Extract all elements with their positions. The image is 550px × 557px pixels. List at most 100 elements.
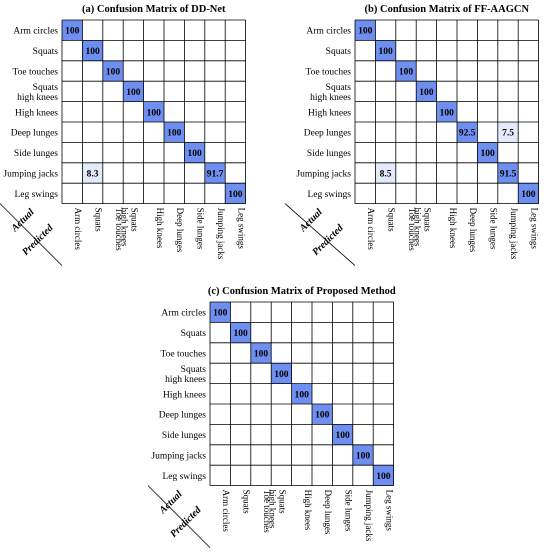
cell-value: 100 [65, 27, 80, 37]
actual-label: Actual [157, 489, 185, 517]
row-label-side-lunges: Side lunges [162, 431, 206, 441]
cell-value: 100 [187, 149, 202, 159]
cell-2-2 [250, 342, 272, 364]
cell-value: 100 [106, 68, 121, 78]
row-label-high-knees: High knees [163, 390, 206, 400]
row-label-squats: Squats [33, 47, 59, 57]
cell-0-0 [355, 20, 376, 41]
row-label-squats: Squats [326, 47, 352, 57]
cell-3-3 [416, 81, 437, 102]
cell-value: 100 [521, 190, 536, 200]
row-label-side-lunges: Side lunges [14, 149, 58, 159]
col-label-jumping-jacks: Jumping jacks [364, 490, 374, 542]
cell-value: 100 [295, 390, 310, 400]
row-label-jumping-jacks: Jumping jacks [151, 452, 206, 462]
actual-label: Actual [9, 207, 37, 235]
col-label-leg-swings: Leg swings [384, 490, 394, 532]
cell-7-1 [82, 162, 103, 184]
cell-value: 100 [126, 88, 141, 98]
col-label-toe-touches: Toe touches [407, 208, 417, 252]
cell-8-8 [225, 183, 246, 204]
col-label-squats: Squats [242, 490, 252, 515]
col-label-deep-lunges: Deep lunges [323, 490, 333, 535]
row-label-high-knees: High knees [15, 108, 58, 118]
cell-value: 100 [274, 370, 289, 380]
row-label-deep-lunges: Deep lunges [304, 129, 352, 139]
row-label-toe-touches: Toe touches [12, 68, 58, 78]
confusion-matrix-dd-net: (a) Confusion Matrix of DD-Net 100 100 100 1… [0, 0, 270, 275]
col-label-arm-circles: Arm circles [221, 490, 231, 533]
cell-value: 100 [233, 329, 248, 339]
cell-value: 100 [85, 47, 100, 57]
cell-value: 92.5 [459, 129, 476, 139]
col-label-side-lunges: Side lunges [489, 208, 499, 250]
cell-2-2 [102, 60, 124, 82]
corner-diagonal [284, 203, 356, 266]
row-label-squats: Squats [181, 329, 207, 339]
confusion-matrix-c-svg: (c) Confusion Matrix of Proposed Method 1… [147, 286, 396, 548]
col-label-squats-high-knees: Squatshigh knees [412, 208, 432, 247]
cell-value: 91.5 [500, 170, 517, 180]
cell-value: 100 [419, 88, 434, 98]
col-label-leg-swings: Leg swings [236, 208, 246, 250]
cell-0-0 [210, 302, 231, 323]
cell-value: 100 [440, 108, 455, 118]
cell-6-6 [184, 142, 205, 163]
cell-1-1 [82, 40, 103, 61]
cell-4-4 [143, 101, 164, 122]
col-label-toe-touches: Toe touches [262, 490, 272, 534]
cell-0-0 [62, 20, 83, 41]
row-label-squats-high-knees: Squats high knees [165, 365, 206, 385]
cell-value: 100 [399, 68, 414, 78]
col-label-side-lunges: Side lunges [196, 208, 206, 250]
cell-8-8 [518, 183, 539, 204]
cell-7-7 [352, 444, 374, 466]
col-label-deep-lunges: Deep lunges [468, 208, 478, 253]
col-label-arm-circles: Arm circles [73, 208, 83, 251]
col-label-leg-swings: Leg swings [529, 208, 539, 250]
cell-value: 100 [213, 309, 228, 319]
col-label-high-knees: High knees [155, 208, 165, 249]
cell-value: 100 [335, 431, 350, 441]
row-label-arm-circles: Arm circles [13, 27, 58, 37]
row-label-leg-swings: Leg swings [162, 472, 206, 482]
row-label-toe-touches: Toe touches [160, 350, 206, 360]
cell-value: 8.3 [87, 170, 99, 180]
row-label-leg-swings: Leg swings [14, 190, 58, 200]
predicted-label: Predicted [168, 504, 204, 540]
confusion-matrix-ff-aagcn: (b) Confusion Matrix of FF-AAGCN 100 100 10… [284, 0, 550, 275]
cell-value: 100 [167, 129, 182, 139]
cell-value: 7.5 [502, 129, 514, 139]
row-label-jumping-jacks: Jumping jacks [3, 170, 58, 180]
row-label-squats-high-knees: Squats high knees [17, 83, 58, 103]
cell-value: 100 [480, 149, 495, 159]
cell-8-8 [373, 465, 394, 486]
cell-value: 100 [378, 47, 393, 57]
cell-6-6 [332, 424, 353, 445]
cell-value: 100 [254, 350, 269, 360]
corner-diagonal [0, 203, 63, 266]
chart-title: (c) Confusion Matrix of Proposed Method [208, 286, 396, 297]
col-label-squats: Squats [387, 208, 397, 233]
chart-title: (a) Confusion Matrix of DD-Net [82, 4, 226, 15]
chart-title: (b) Confusion Matrix of FF-AAGCN [365, 4, 530, 15]
cell-4-4 [436, 101, 457, 122]
col-label-high-knees: High knees [303, 490, 313, 531]
predicted-label: Predicted [310, 222, 346, 258]
cell-5-5 [164, 122, 185, 143]
cell-4-4 [291, 383, 312, 404]
cell-value: 100 [358, 27, 373, 37]
cell-3-3 [271, 363, 292, 384]
cell-7-7 [497, 162, 519, 184]
row-label-leg-swings: Leg swings [307, 190, 351, 200]
cell-1-1 [230, 322, 251, 343]
cell-7-1 [375, 162, 396, 184]
cell-value: 8.5 [380, 170, 392, 180]
actual-label: Actual [297, 207, 325, 235]
confusion-matrix-b-svg: (b) Confusion Matrix of FF-AAGCN 100 100 10… [284, 4, 539, 266]
cell-value: 91.7 [207, 170, 224, 180]
cell-7-7 [204, 162, 226, 184]
col-label-squats: Squats [94, 208, 104, 233]
col-label-jumping-jacks: Jumping jacks [509, 208, 519, 260]
cell-value: 100 [376, 472, 391, 482]
